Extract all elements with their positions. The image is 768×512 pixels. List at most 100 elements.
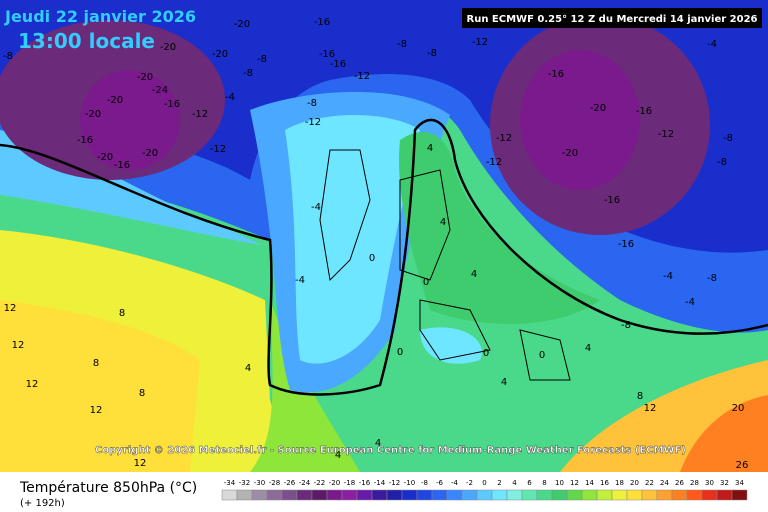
contour-label: -8 [427,48,437,59]
cold-core [520,50,640,190]
color-scale: -34 -32 -30 -28 -26 -24 -22 -20 -18 -16 -14 -12 -10-… [221,479,748,501]
warm-area [0,300,200,472]
contour-label: -12 [472,37,488,48]
contour-labels: -20 -16-20-20-20-20-24-16-20-16-20-16-20-… [3,17,748,471]
copyright: Copyright © 2026 Meteociel.fr - Source E… [95,445,686,456]
scale-cell [641,489,658,501]
contour-label: -4 [225,92,235,103]
contour-label: -16 [314,17,330,28]
scale-tick-label: -2 [466,479,473,487]
scale-tick-label: 8 [542,479,546,487]
contour-label: 0 [423,277,429,288]
scale-cell [236,489,253,501]
contour-label: 4 [501,377,507,388]
contour-label: 4 [335,450,341,461]
contour-label: -4 [663,271,673,282]
scale-cell [281,489,298,501]
scale-cell [446,489,463,501]
contour-label: 12 [134,458,147,469]
contour-label: 20 [732,403,745,414]
scale-cell [491,489,508,501]
contour-label: 12 [4,303,17,314]
contour-label: -8 [717,157,727,168]
cool-area [285,115,420,364]
cold-core [80,70,180,170]
contour-label: -16 [636,106,652,117]
contour-label: -20 [212,49,228,60]
contour-label: 4 [471,269,477,280]
contour-label: -4 [707,39,717,50]
contour-label: 4 [245,363,251,374]
scale-cell [401,489,418,501]
scale-tick-label: -8 [421,479,428,487]
contour-label: -12 [354,71,370,82]
scale-tick-label: 22 [645,479,654,487]
contour-label: -4 [685,297,695,308]
scale-cell [626,489,643,501]
contour-label: 4 [375,438,381,449]
scale-tick-label: -6 [436,479,444,487]
contour-label: 4 [427,143,433,154]
scale-cell [371,489,388,501]
scale-tick-label: -18 [344,479,355,487]
scale-cell [476,489,493,501]
forecast-date: Jeudi 22 janvier 2026 [4,7,196,26]
scale-cell [596,489,613,501]
zero-isotherm [0,118,768,396]
contour-label: -8 [257,54,267,65]
scale-cell [701,489,718,501]
scale-tick-label: 24 [660,479,669,487]
contour-label: -8 [621,320,631,331]
legend-title: Température 850hPa (°C) [19,480,197,496]
scale-cell [461,489,478,501]
scale-cell [311,489,328,501]
contour-label: -20 [107,95,123,106]
contour-label: 8 [139,388,145,399]
contour-label: -12 [210,144,226,155]
scale-tick-label: 18 [615,479,624,487]
scale-cell [266,489,283,501]
scale-tick-label: -14 [374,479,386,487]
scale-cell [566,489,583,501]
contour-label: -20 [97,152,113,163]
contour-label: -8 [307,98,317,109]
scale-cell [506,489,523,501]
scale-tick-label: 16 [600,479,609,487]
scale-tick-label: -34 [224,479,236,487]
scale-cell [716,489,733,501]
contour-label: -4 [311,202,321,213]
contour-label: -16 [604,195,620,206]
contour-label: -20 [160,42,176,53]
scale-tick-label: 28 [690,479,699,487]
contour-label: -16 [164,99,180,110]
contour-label: -24 [152,85,168,96]
lead-time: (+ 192h) [20,498,65,509]
contour-label: -12 [305,117,321,128]
contour-label: -20 [142,148,158,159]
scale-cell [221,489,238,501]
contour-label: 4 [585,343,591,354]
scale-tick-label: 26 [675,479,684,487]
contour-label: 12 [26,379,39,390]
scale-tick-label: 34 [735,479,744,487]
contour-label: -20 [137,72,153,83]
contour-label: -12 [658,129,674,140]
scale-cell [731,489,748,501]
scale-cell [251,489,268,501]
contour-label: 12 [644,403,657,414]
map [0,0,768,472]
forecast-time: 13:00 locale [18,29,155,53]
run-box [462,8,762,28]
contour-label: -20 [562,148,578,159]
scale-tick-label: 2 [497,479,501,487]
contour-label: -4 [295,275,305,286]
contour-label: 8 [93,358,99,369]
scale-tick-label: -32 [239,479,250,487]
scale-tick-label: -4 [451,479,459,487]
contour-label: -20 [85,109,101,120]
scale-tick-label: -16 [359,479,371,487]
scale-tick-label: 30 [705,479,714,487]
contour-label: 8 [119,308,125,319]
contour-label: -20 [234,19,250,30]
